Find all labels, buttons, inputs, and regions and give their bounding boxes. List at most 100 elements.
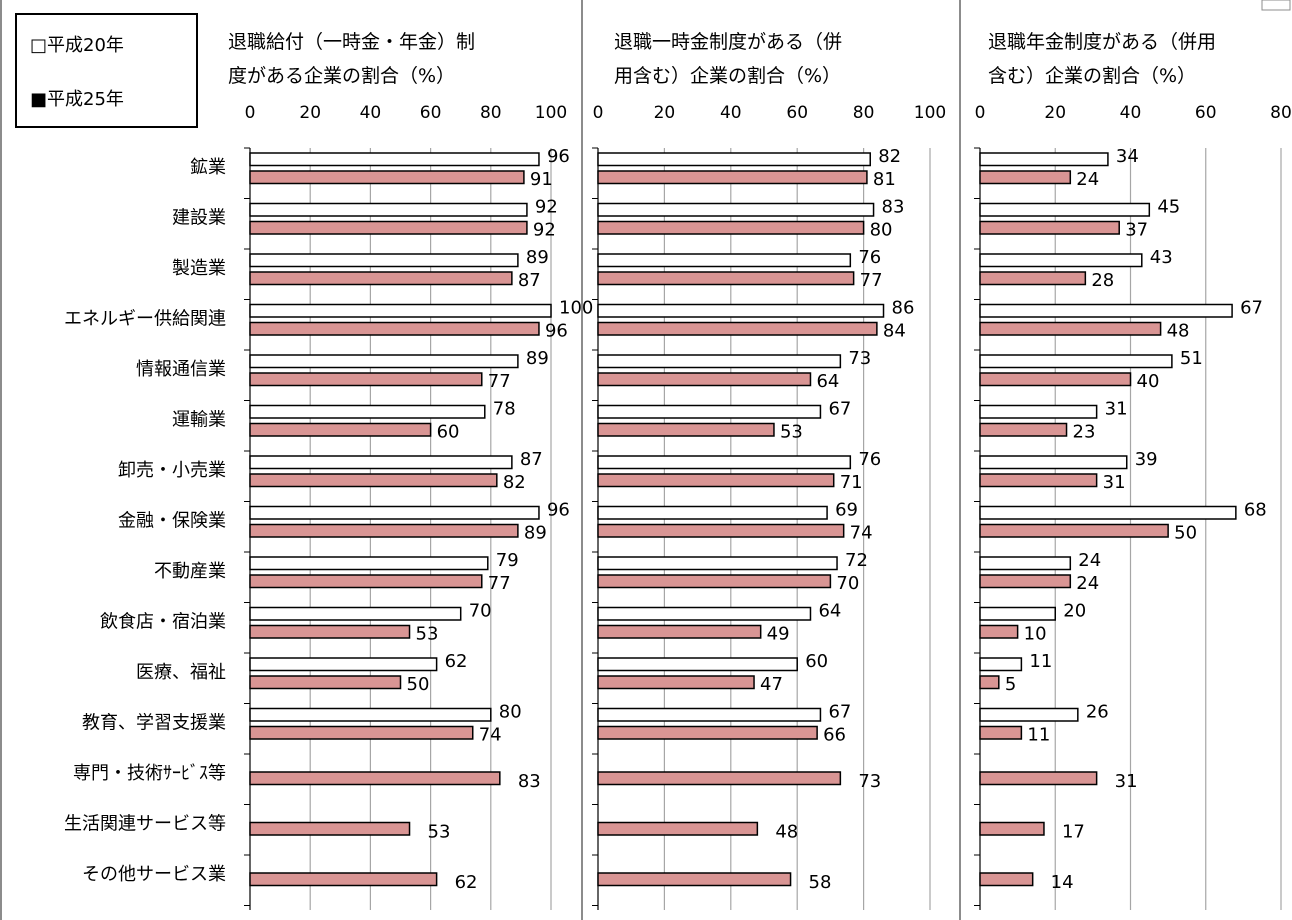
legend: □平成20年 ■平成25年 [15, 13, 198, 128]
bar-h25 [249, 271, 513, 286]
category-label: 卸売・小売業 [118, 460, 226, 481]
bar-h25 [979, 321, 1162, 336]
data-label-h20: 45 [1157, 197, 1180, 218]
data-label-h20: 68 [1244, 500, 1267, 521]
data-label-h25: 77 [488, 371, 511, 392]
data-label-h20: 89 [526, 247, 549, 268]
bar-h20 [249, 152, 540, 167]
tick-label: 60 [420, 103, 442, 123]
category-label: 金融・保険業 [118, 511, 226, 532]
data-label-h25: 70 [836, 573, 859, 594]
data-label-h25: 74 [850, 523, 873, 544]
category-label: 鉱業 [190, 157, 226, 178]
bar-h20 [597, 455, 852, 470]
bar-h25 [597, 624, 762, 639]
bar-h25 [597, 771, 842, 786]
data-label-h25: 50 [407, 674, 430, 695]
tick-label: 0 [593, 103, 604, 123]
bar-h20 [249, 253, 519, 268]
bar-h20 [597, 354, 842, 369]
bar-h25 [979, 220, 1120, 235]
data-label-h25: 81 [873, 169, 896, 190]
bar-h20 [249, 707, 492, 722]
bar-h20 [597, 152, 871, 167]
bar-h20 [979, 253, 1143, 268]
data-label-h20: 92 [535, 197, 558, 218]
bar-h20 [597, 202, 875, 217]
data-label-h25: 11 [1027, 725, 1050, 746]
data-label-h25: 83 [518, 771, 541, 792]
bar-h25 [979, 473, 1098, 488]
data-label-h20: 83 [882, 197, 905, 218]
bar-h25 [249, 872, 438, 887]
data-label-h20: 62 [445, 651, 468, 672]
data-label-h25: 40 [1137, 371, 1160, 392]
bar-h25 [597, 473, 835, 488]
bar-h25 [597, 220, 865, 235]
data-label-h20: 78 [493, 399, 516, 420]
bar-h25 [979, 422, 1068, 437]
tick-label: 20 [299, 103, 321, 123]
bar-h25 [249, 523, 519, 538]
bar-h25 [249, 624, 411, 639]
bar-h25 [979, 675, 1000, 690]
data-label-h20: 100 [559, 298, 593, 319]
tick-label: 100 [535, 103, 567, 123]
panel-title: 退職年金制度がある（併用 [988, 31, 1216, 53]
tick-label: 60 [1195, 103, 1217, 123]
data-label-h20: 79 [496, 550, 519, 571]
bar-h20 [979, 404, 1098, 419]
bar-h25 [979, 725, 1023, 740]
bar-h20 [979, 556, 1072, 571]
category-label: 医療、福祉 [136, 662, 226, 683]
data-label-h25: 62 [455, 872, 478, 893]
data-label-h20: 80 [499, 702, 522, 723]
category-label: 不動産業 [154, 561, 226, 582]
data-label-h25: 71 [840, 472, 863, 493]
tick-label: 40 [1120, 103, 1142, 123]
data-label-h25: 10 [1024, 624, 1047, 645]
bar-h25 [249, 574, 483, 589]
data-label-h20: 76 [858, 449, 881, 470]
bar-h20 [979, 455, 1128, 470]
tick-label: 100 [914, 103, 946, 123]
panel-title: 度がある企業の割合（%） [228, 65, 455, 87]
bar-h25 [249, 771, 501, 786]
category-label: 運輸業 [172, 410, 226, 431]
tick-label: 0 [245, 103, 256, 123]
data-label-h25: 17 [1062, 822, 1085, 843]
data-label-h25: 77 [488, 573, 511, 594]
bar-h20 [979, 202, 1151, 217]
data-label-h20: 82 [878, 146, 901, 167]
data-label-h20: 39 [1135, 449, 1158, 470]
legend-label: ■平成25年 [30, 89, 124, 110]
data-label-h25: 77 [860, 270, 883, 291]
data-label-h20: 76 [858, 247, 881, 268]
tick-label: 80 [480, 103, 502, 123]
data-label-h25: 48 [1167, 321, 1190, 342]
bar-h20 [597, 303, 885, 318]
bar-h25 [979, 872, 1034, 887]
data-label-h20: 70 [469, 601, 492, 622]
data-label-h25: 37 [1125, 220, 1148, 241]
data-label-h25: 91 [530, 169, 553, 190]
data-label-h20: 26 [1086, 702, 1109, 723]
bar-h25 [597, 574, 832, 589]
data-label-h25: 96 [545, 321, 568, 342]
data-label-h25: 50 [1174, 523, 1197, 544]
data-label-h20: 51 [1180, 348, 1203, 369]
bar-h25 [249, 821, 411, 836]
bar-h20 [249, 606, 462, 621]
bar-h25 [597, 170, 868, 185]
tick-label: 0 [975, 103, 986, 123]
data-label-h25: 47 [760, 674, 783, 695]
data-label-h25: 64 [816, 371, 839, 392]
bar-h20 [597, 556, 838, 571]
bar-h20 [979, 354, 1173, 369]
tick-label: 40 [360, 103, 382, 123]
category-label: その他サービス業 [82, 864, 226, 885]
bar-h20 [597, 404, 822, 419]
